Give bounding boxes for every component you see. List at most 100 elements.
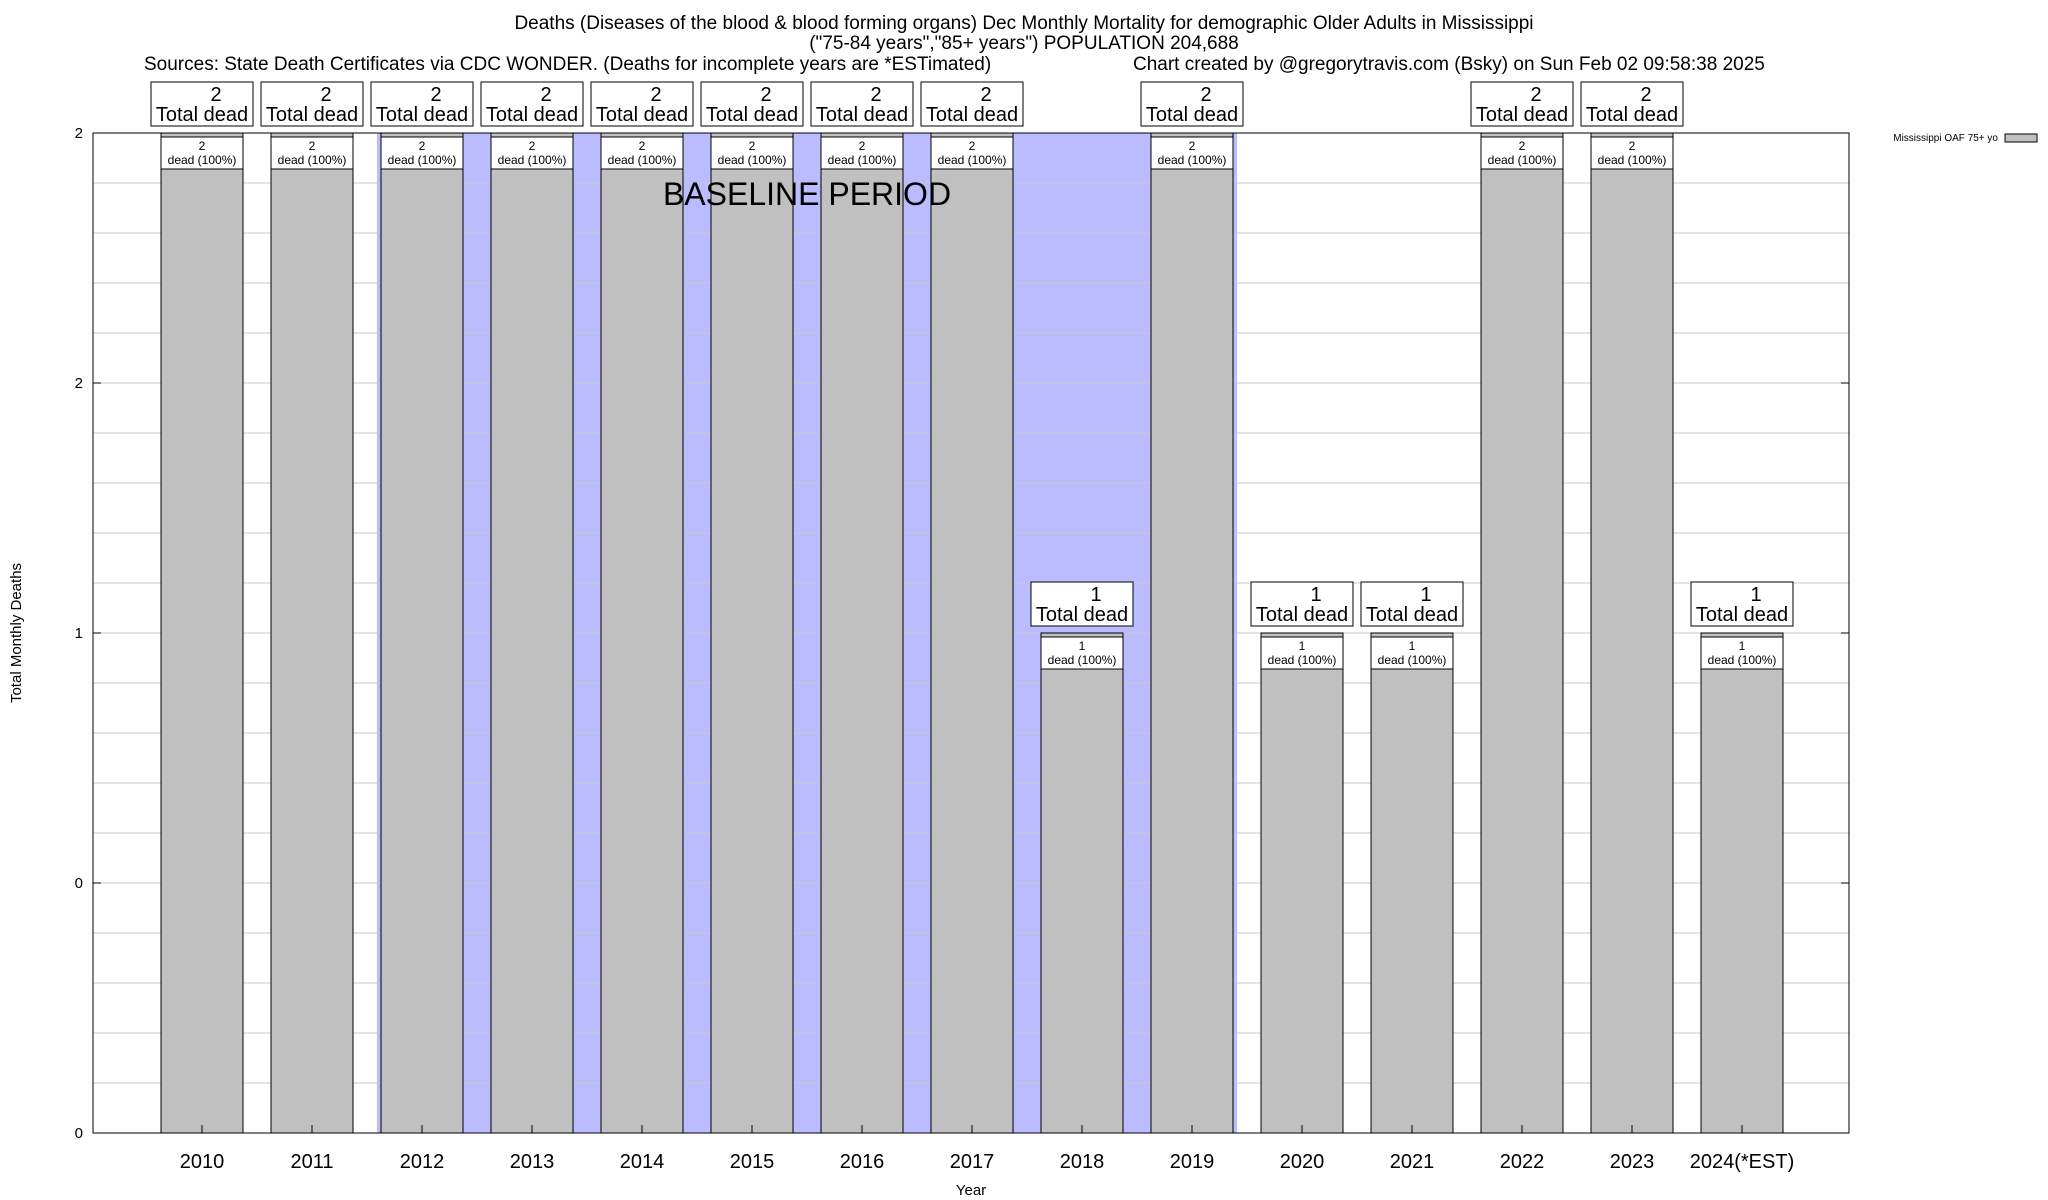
bar-inner-label-box	[380, 136, 464, 170]
bar-total-label: Total dead	[156, 104, 248, 126]
bar-total-value: 1	[1420, 584, 1431, 606]
bar-inner-label-box	[270, 136, 354, 170]
y-tick-label: 0	[75, 1125, 83, 1142]
bar	[1260, 632, 1344, 1134]
bar-total-label-box	[370, 81, 474, 127]
bar-inner-label: dead (100%)	[1378, 653, 1447, 667]
bar-inner-label-box	[600, 136, 684, 170]
bar-total-label-box	[1140, 81, 1244, 127]
x-tick-label: 2013	[510, 1151, 555, 1173]
bar-inner-label: dead (100%)	[1598, 153, 1667, 167]
y-axis-label: Total Monthly Deaths	[8, 563, 25, 703]
bar-inner-value: 1	[1739, 639, 1746, 653]
bar	[930, 132, 1014, 1134]
chart-credit: Chart created by @gregorytravis.com (Bsk…	[1133, 54, 1765, 75]
bar-inner-label-box	[1260, 636, 1344, 670]
x-tick-label: 2020	[1280, 1151, 1325, 1173]
bar-total-label: Total dead	[1586, 104, 1678, 126]
bar-total-value: 2	[430, 84, 441, 106]
bar-inner-value: 2	[749, 139, 756, 153]
bar-inner-value: 2	[1189, 139, 1196, 153]
x-tick-label: 2016	[840, 1151, 885, 1173]
bar-total-label-box	[920, 81, 1024, 127]
bar-inner-label: dead (100%)	[718, 153, 787, 167]
bar-total-label: Total dead	[1256, 604, 1348, 626]
bar-total-label-box	[1580, 81, 1684, 127]
bar	[1370, 632, 1454, 1134]
bar	[490, 132, 574, 1134]
bar-inner-label-box	[1590, 136, 1674, 170]
x-tick-label: 2015	[730, 1151, 775, 1173]
bar-inner-label: dead (100%)	[938, 153, 1007, 167]
bar-inner-label: dead (100%)	[388, 153, 457, 167]
x-tick-label: 2017	[950, 1151, 995, 1173]
x-tick-label: 2012	[400, 1151, 445, 1173]
x-tick-label: 2014	[620, 1151, 665, 1173]
bar-inner-label: dead (100%)	[498, 153, 567, 167]
bar-total-value: 2	[210, 84, 221, 106]
bar-total-label-box	[1360, 581, 1464, 627]
y-tick-label: 2	[75, 375, 83, 392]
bar-total-label: Total dead	[1146, 104, 1238, 126]
bar	[1150, 132, 1234, 1134]
y-tick-label: 2	[75, 125, 83, 142]
bar-inner-value: 2	[1519, 139, 1526, 153]
bar-inner-label-box	[160, 136, 244, 170]
bar	[1700, 632, 1784, 1134]
bar-inner-label: dead (100%)	[1268, 653, 1337, 667]
bar-total-label-box	[1690, 581, 1794, 627]
bar-inner-label-box	[930, 136, 1014, 170]
bar-total-label-box	[1470, 81, 1574, 127]
bar-total-value: 2	[980, 84, 991, 106]
bar-inner-label-box	[1040, 636, 1124, 670]
bar-total-label-box	[810, 81, 914, 127]
bar-total-label: Total dead	[926, 104, 1018, 126]
bar-inner-label-box	[1700, 636, 1784, 670]
x-tick-label: 2023	[1610, 1151, 1655, 1173]
bar-inner-value: 2	[419, 139, 426, 153]
bar	[380, 132, 464, 1134]
x-tick-label: 2010	[180, 1151, 225, 1173]
bar-inner-label: dead (100%)	[1708, 653, 1777, 667]
bar-total-label-box	[700, 81, 804, 127]
bar-inner-value: 2	[969, 139, 976, 153]
x-axis-label: Year	[956, 1182, 986, 1199]
bar-total-value: 2	[320, 84, 331, 106]
bar	[160, 132, 244, 1134]
bar-inner-value: 2	[309, 139, 316, 153]
bar-total-value: 2	[870, 84, 881, 106]
bar-inner-label: dead (100%)	[278, 153, 347, 167]
bar	[270, 132, 354, 1134]
y-tick-label: 0	[75, 875, 83, 892]
bar-total-label: Total dead	[266, 104, 358, 126]
bar-total-label-box	[480, 81, 584, 127]
bar	[600, 132, 684, 1134]
legend-swatch	[2004, 133, 2038, 143]
bar-total-label-box	[590, 81, 694, 127]
x-tick-label: 2024(*EST)	[1690, 1151, 1795, 1173]
bar-total-value: 2	[650, 84, 661, 106]
bar-total-label-box	[1250, 581, 1354, 627]
bar	[1480, 132, 1564, 1134]
bar-inner-label: dead (100%)	[1158, 153, 1227, 167]
bar-inner-label: dead (100%)	[608, 153, 677, 167]
bar-inner-value: 2	[639, 139, 646, 153]
legend-label: Mississippi OAF 75+ yo	[1893, 133, 1998, 144]
bar-inner-label-box	[490, 136, 574, 170]
bar-inner-label-box	[1150, 136, 1234, 170]
x-tick-label: 2022	[1500, 1151, 1545, 1173]
bar-total-label-box	[1030, 581, 1134, 627]
bar-inner-label: dead (100%)	[828, 153, 897, 167]
bar-inner-label-box	[1480, 136, 1564, 170]
bar-total-label: Total dead	[706, 104, 798, 126]
x-tick-label: 2021	[1390, 1151, 1435, 1173]
chart-sources: Sources: State Death Certificates via CD…	[144, 54, 992, 75]
bar-total-label: Total dead	[816, 104, 908, 126]
bar-inner-label: dead (100%)	[168, 153, 237, 167]
bar-inner-label: dead (100%)	[1488, 153, 1557, 167]
bar-total-value: 1	[1750, 584, 1761, 606]
bar-total-value: 2	[1640, 84, 1651, 106]
bar-total-value: 2	[540, 84, 551, 106]
